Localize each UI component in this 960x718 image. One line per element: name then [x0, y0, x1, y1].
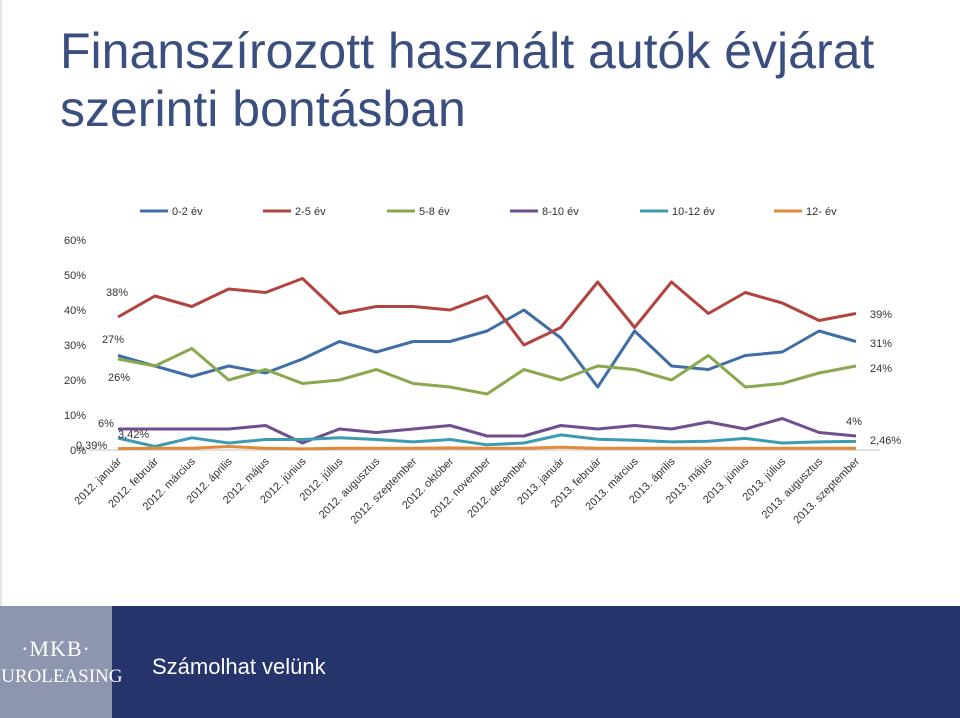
series-line — [117, 277, 857, 347]
data-label-first: 38% — [106, 287, 128, 299]
data-label-first: 3,42% — [118, 429, 149, 441]
logo-top-text: ·MKB· — [21, 636, 91, 661]
y-tick-label: 40% — [64, 305, 86, 317]
slide-border — [0, 0, 2, 606]
series-line — [117, 445, 856, 451]
series-line — [117, 308, 857, 389]
y-axis: 0% 10% 20% 30% 40% 50% 60% — [64, 235, 880, 457]
data-label-first: 6% — [98, 418, 114, 430]
x-tick-label: 2012. szeptember — [349, 455, 420, 526]
series-line — [118, 417, 857, 445]
data-label-last: 31% — [870, 338, 892, 350]
chart-series — [117, 277, 857, 451]
logo-bottom-text: EUROLEASING — [0, 666, 123, 687]
footer-bar: ·MKB· EUROLEASING Számolhat velünk — [0, 606, 960, 718]
data-label-first: 0,39% — [76, 440, 107, 452]
data-label-last: 4% — [846, 416, 862, 428]
footer-tagline: Számolhat velünk — [152, 654, 326, 679]
chart-legend: 0-2 év 2-5 év 5-8 év 8-10 év 10-12 év 12- év — [140, 206, 837, 218]
y-tick-label: 30% — [64, 340, 86, 352]
y-tick-label: 20% — [64, 375, 86, 387]
data-label-last: 24% — [870, 363, 892, 375]
data-label-first: 26% — [108, 372, 130, 384]
legend-label: 8-10 év — [542, 206, 579, 218]
line-chart: 0-2 év 2-5 év 5-8 év 8-10 év 10-12 év 12- év … — [64, 206, 901, 526]
y-tick-label: 0% — [70, 445, 86, 457]
data-label-last: 39% — [870, 309, 892, 321]
company-logo: ·MKB· EUROLEASING — [0, 606, 123, 718]
legend-label: 10-12 év — [672, 206, 715, 218]
y-tick-label: 10% — [64, 410, 86, 422]
data-labels: 26% 38% 27% 6% 3,42% 0,39% 31% 39% 24% 4% 2,46% — [76, 287, 901, 452]
legend-label: 5-8 év — [419, 206, 450, 218]
legend-label: 2-5 év — [295, 206, 326, 218]
data-label-last: 2,46% — [870, 435, 901, 447]
legend-label: 12- év — [806, 206, 837, 218]
y-tick-label: 60% — [64, 235, 86, 247]
series-line — [117, 433, 857, 448]
series-line — [117, 347, 857, 396]
x-tick-label: 2013. szeptember — [791, 455, 862, 526]
legend-label: 0-2 év — [172, 206, 203, 218]
y-tick-label: 50% — [64, 270, 86, 282]
data-label-first: 27% — [102, 334, 124, 346]
page-title: Finanszírozott használt autók évjárat sz… — [60, 23, 875, 137]
